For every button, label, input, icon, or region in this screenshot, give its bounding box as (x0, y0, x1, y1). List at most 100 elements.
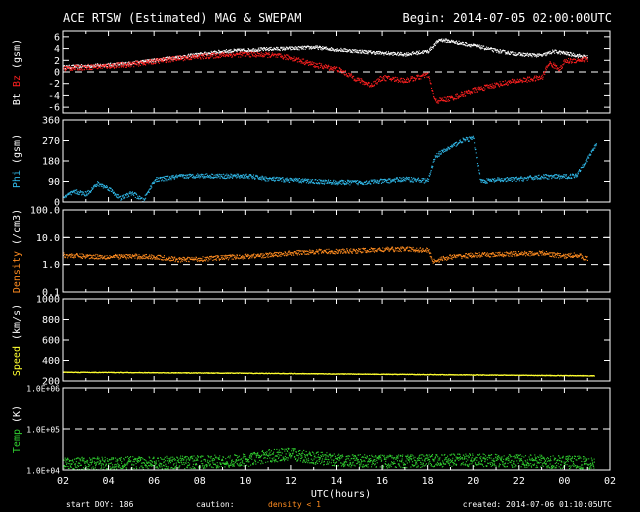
data-point (576, 60, 578, 62)
data-point (175, 258, 177, 260)
data-point (175, 58, 177, 60)
data-point (186, 57, 188, 59)
data-point (269, 178, 271, 180)
data-point (547, 174, 549, 176)
data-point (403, 55, 405, 57)
data-point (157, 60, 159, 62)
data-point (399, 249, 401, 251)
data-point (172, 177, 175, 179)
data-point (457, 43, 459, 45)
data-point (232, 52, 234, 54)
data-point (220, 174, 222, 176)
data-point (478, 169, 480, 171)
data-point (421, 251, 423, 253)
data-point (348, 74, 351, 76)
data-point (320, 64, 322, 66)
data-point (105, 66, 107, 68)
data-point (133, 255, 135, 257)
data-point (432, 90, 434, 92)
data-point (330, 48, 332, 50)
data-point (106, 186, 108, 189)
data-point (574, 54, 576, 56)
data-point (579, 170, 581, 172)
data-point (219, 56, 221, 59)
data-point (577, 172, 579, 174)
data-point (410, 181, 412, 183)
data-point (339, 180, 341, 182)
data-point (91, 187, 93, 189)
data-point (119, 257, 121, 259)
data-point (371, 83, 373, 85)
data-point (475, 87, 477, 89)
data-point (330, 250, 332, 253)
data-point (515, 82, 518, 84)
data-point (129, 257, 131, 259)
data-point (88, 192, 90, 194)
data-point (197, 173, 199, 175)
data-point (214, 176, 216, 178)
data-point (175, 55, 177, 57)
data-point (95, 65, 97, 67)
data-point (445, 257, 447, 259)
data-point (382, 182, 384, 184)
data-point (393, 52, 395, 54)
data-point (455, 142, 457, 144)
data-point (477, 88, 479, 90)
data-point (205, 52, 207, 54)
data-point (258, 48, 260, 51)
data-point (252, 49, 254, 51)
data-point (122, 195, 124, 197)
data-point (108, 187, 111, 189)
data-point (325, 48, 327, 50)
data-point (584, 56, 586, 58)
data-point (241, 49, 243, 51)
data-point (186, 56, 188, 58)
data-point (523, 53, 525, 55)
data-point (246, 256, 248, 258)
data-point (356, 183, 358, 185)
data-point (204, 260, 207, 262)
data-point (345, 183, 347, 185)
data-point (108, 257, 111, 260)
data-point (437, 153, 440, 155)
data-point (398, 79, 400, 81)
data-point (251, 178, 253, 180)
data-point (410, 78, 412, 80)
data-point (194, 57, 196, 59)
data-point (229, 256, 232, 258)
data-point (194, 56, 196, 58)
data-point (498, 84, 500, 86)
data-point (176, 258, 178, 260)
data-point (441, 258, 443, 260)
data-point (559, 51, 561, 53)
data-point (465, 139, 467, 141)
data-point (384, 249, 386, 251)
data-point (369, 51, 371, 53)
data-point (521, 177, 523, 179)
data-point (227, 177, 229, 179)
data-point (273, 178, 275, 180)
data-point (356, 80, 358, 82)
data-point (580, 58, 582, 60)
data-point (301, 253, 303, 255)
data-point (65, 256, 67, 258)
data-point (144, 257, 146, 260)
data-point (77, 193, 79, 195)
data-point (449, 148, 451, 150)
data-point (450, 96, 452, 98)
data-point (366, 50, 368, 52)
data-point (467, 89, 470, 91)
data-point (318, 253, 320, 255)
data-point (378, 80, 380, 82)
data-point (114, 66, 116, 69)
data-point (66, 67, 68, 69)
data-point (252, 54, 254, 56)
data-point (406, 247, 408, 250)
data-point (245, 175, 248, 177)
data-point (403, 82, 405, 84)
data-point (373, 52, 376, 54)
data-point (96, 258, 98, 260)
data-point (225, 51, 227, 53)
data-point (310, 48, 312, 50)
data-point (312, 181, 314, 183)
